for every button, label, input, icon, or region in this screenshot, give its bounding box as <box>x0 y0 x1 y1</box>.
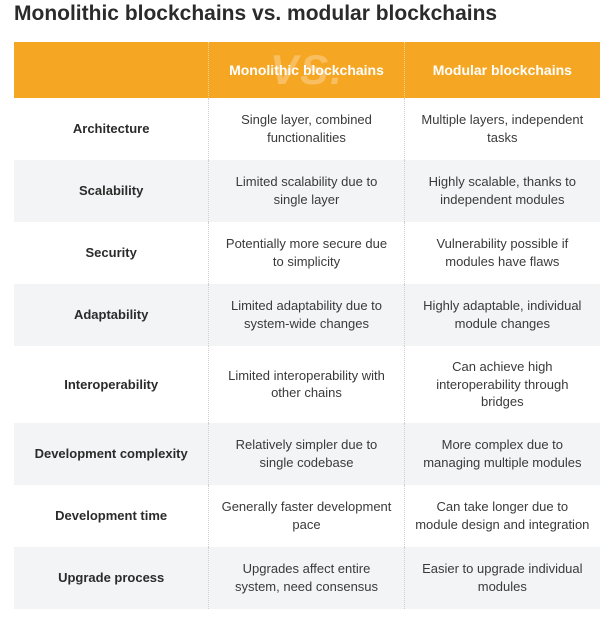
table-header-empty <box>14 42 209 98</box>
table-row: Upgrade processUpgrades affect entire sy… <box>14 547 600 609</box>
row-label: Development complexity <box>14 423 209 485</box>
cell-modular: Highly adaptable, individual module chan… <box>405 284 600 346</box>
cell-modular: Easier to upgrade individual modules <box>405 547 600 609</box>
table-header-monolithic: Monolithic blockchains <box>209 42 404 98</box>
cell-monolithic: Upgrades affect entire system, need cons… <box>209 547 404 609</box>
table-row: Development complexityRelatively simpler… <box>14 423 600 485</box>
row-label: Development time <box>14 485 209 547</box>
table-row: ArchitectureSingle layer, combined funct… <box>14 98 600 160</box>
cell-monolithic: Limited scalability due to single layer <box>209 160 404 222</box>
table-row: AdaptabilityLimited adaptability due to … <box>14 284 600 346</box>
page-title: Monolithic blockchains vs. modular block… <box>14 0 600 42</box>
table-row: InteroperabilityLimited interoperability… <box>14 346 600 423</box>
cell-monolithic: Potentially more secure due to simplicit… <box>209 222 404 284</box>
comparison-table: VS. Monolithic blockchains Modular block… <box>14 42 600 609</box>
table-row: SecurityPotentially more secure due to s… <box>14 222 600 284</box>
row-label: Architecture <box>14 98 209 160</box>
cell-modular: Can take longer due to module design and… <box>405 485 600 547</box>
cell-monolithic: Limited adaptability due to system-wide … <box>209 284 404 346</box>
cell-modular: Highly scalable, thanks to independent m… <box>405 160 600 222</box>
cell-modular: Multiple layers, independent tasks <box>405 98 600 160</box>
row-label: Upgrade process <box>14 547 209 609</box>
cell-monolithic: Single layer, combined functionalities <box>209 98 404 160</box>
table-row: ScalabilityLimited scalability due to si… <box>14 160 600 222</box>
row-label: Interoperability <box>14 346 209 423</box>
row-label: Scalability <box>14 160 209 222</box>
cell-monolithic: Limited interoperability with other chai… <box>209 346 404 423</box>
cell-modular: Can achieve high interoperability throug… <box>405 346 600 423</box>
cell-modular: Vulnerability possible if modules have f… <box>405 222 600 284</box>
cell-monolithic: Generally faster development pace <box>209 485 404 547</box>
row-label: Adaptability <box>14 284 209 346</box>
table-header-row: VS. Monolithic blockchains Modular block… <box>14 42 600 98</box>
row-label: Security <box>14 222 209 284</box>
table-row: Development timeGenerally faster develop… <box>14 485 600 547</box>
cell-modular: More complex due to managing multiple mo… <box>405 423 600 485</box>
table-header-modular: Modular blockchains <box>405 42 600 98</box>
cell-monolithic: Relatively simpler due to single codebas… <box>209 423 404 485</box>
